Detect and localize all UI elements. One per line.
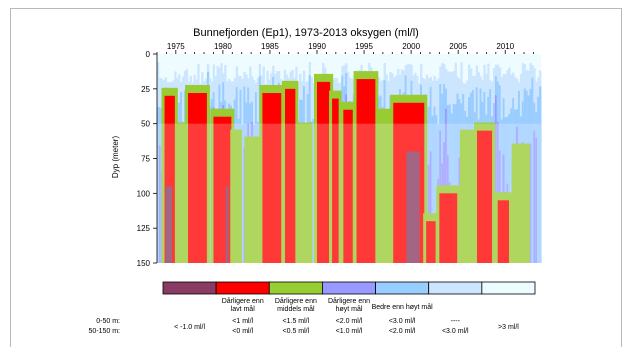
episode-mark (343, 109, 353, 263)
legend-swatch (162, 281, 217, 295)
oxygen-band-mark (500, 119, 503, 264)
legend-range-shallow: >3 ml/l (498, 324, 519, 331)
x-tick-label: 1990 (308, 42, 326, 51)
episode-mark (179, 130, 186, 263)
legend-class-label: høyt mål (336, 305, 363, 313)
legend-range-shallow: <2.0 ml/l (336, 318, 363, 325)
episode-mark (317, 81, 331, 264)
anoxic-episode-mark (165, 186, 173, 263)
episode-mark (380, 116, 388, 263)
y-axis-label: Dyp (meter) (111, 136, 120, 179)
episode-mark (356, 79, 376, 263)
oxygen-band-mark (433, 106, 436, 263)
legend-swatch (322, 281, 376, 295)
oxygen-band-mark (208, 105, 212, 263)
oxygen-band-mark (535, 137, 538, 263)
episode-mark (439, 193, 458, 263)
oxygen-band-mark (533, 130, 536, 263)
deep-band-overlay (157, 123, 541, 263)
legend-swatch (428, 281, 483, 295)
legend-range-deep: <1.0 ml/l (336, 328, 363, 335)
x-tick-label: 1995 (355, 42, 373, 51)
legend-bedre-label: Bedre enn høyt mål (372, 303, 434, 311)
y-tick-label: 100 (137, 189, 151, 198)
legend-row-label-shallow: 0-50 m: (96, 318, 120, 325)
y-tick-label: 50 (141, 120, 150, 129)
legend-range-deep: <2.0 ml/l (389, 328, 416, 335)
legend-class-label: middels mål (277, 305, 315, 313)
oxygen-band-mark (531, 77, 534, 263)
oxygen-band-mark (454, 104, 457, 263)
legend-range-shallow: ---- (451, 318, 461, 325)
legend-swatch (268, 281, 323, 295)
episode-mark (188, 93, 207, 263)
anoxic-episode-mark (225, 186, 229, 263)
legend-class-label: lavt mål (231, 305, 256, 313)
oxygen-band-mark (537, 96, 540, 263)
legend-swatch (481, 281, 536, 295)
legend-range-shallow: <1.5 ml/l (283, 318, 310, 325)
episode-mark (497, 200, 509, 263)
episode-mark (247, 144, 257, 263)
legend-range-shallow: <3.0 ml/l (389, 318, 416, 325)
legend-range-deep: <0 ml/l (232, 328, 253, 335)
x-tick-label: 1975 (167, 42, 185, 51)
legend-class-label: Dårligere enn (328, 297, 370, 305)
episode-mark (462, 137, 474, 263)
oxygen-band-mark (456, 93, 459, 264)
episode-mark (477, 130, 493, 263)
oxygen-band-mark (158, 145, 162, 263)
legend-class-label: Dårligere enn (275, 297, 317, 305)
oxygen-band-mark (508, 113, 511, 264)
oxygen-band-mark (431, 115, 434, 263)
episode-mark (233, 137, 239, 263)
oxygen-band-mark (452, 104, 455, 263)
legend-range-deep: <3.0 ml/l (442, 328, 469, 335)
oxygen-band-mark (241, 124, 244, 263)
legend-range-shallow: <1 ml/l (232, 318, 253, 325)
oxygen-band-mark (510, 108, 513, 264)
x-tick-label: 1985 (261, 42, 279, 51)
y-tick-label: 75 (141, 155, 150, 164)
x-tick-label: 1980 (214, 42, 232, 51)
oxygen-band-mark (312, 118, 315, 263)
legend-class-label: Dårligere enn (222, 297, 264, 305)
legend-range-deep: <0.5 ml/l (283, 328, 310, 335)
episode-mark (164, 95, 175, 263)
oxygen-band-mark (429, 151, 432, 263)
y-tick-label: 150 (137, 259, 151, 268)
x-tick-label: 2000 (402, 42, 420, 51)
episode-mark (285, 88, 296, 263)
x-tick-label: 2005 (449, 42, 467, 51)
legend-swatch (215, 281, 270, 295)
y-tick-label: 25 (141, 85, 150, 94)
oxygen-band-mark (539, 86, 542, 263)
oxygen-band-mark (157, 106, 160, 263)
chart-title: Bunnefjorden (Ep1), 1973-2013 oksygen (m… (193, 27, 419, 39)
legend-range-shallow: < -1.0 ml/l (174, 324, 205, 331)
episode-mark (262, 93, 282, 263)
oxygen-band-mark (529, 143, 532, 263)
episode-mark (300, 130, 310, 263)
episode-mark (514, 151, 527, 263)
x-tick-label: 2010 (496, 42, 514, 51)
y-tick-label: 0 (146, 50, 151, 59)
legend-swatch (375, 281, 430, 295)
episode-mark (426, 221, 436, 263)
oxygen-band-mark (494, 95, 498, 263)
episode-mark (332, 98, 339, 263)
legend-row-label-deep: 50-150 m: (88, 328, 120, 335)
anoxic-episode-mark (406, 151, 420, 263)
y-tick-label: 125 (137, 224, 151, 233)
oxygen-band-mark (504, 117, 507, 263)
